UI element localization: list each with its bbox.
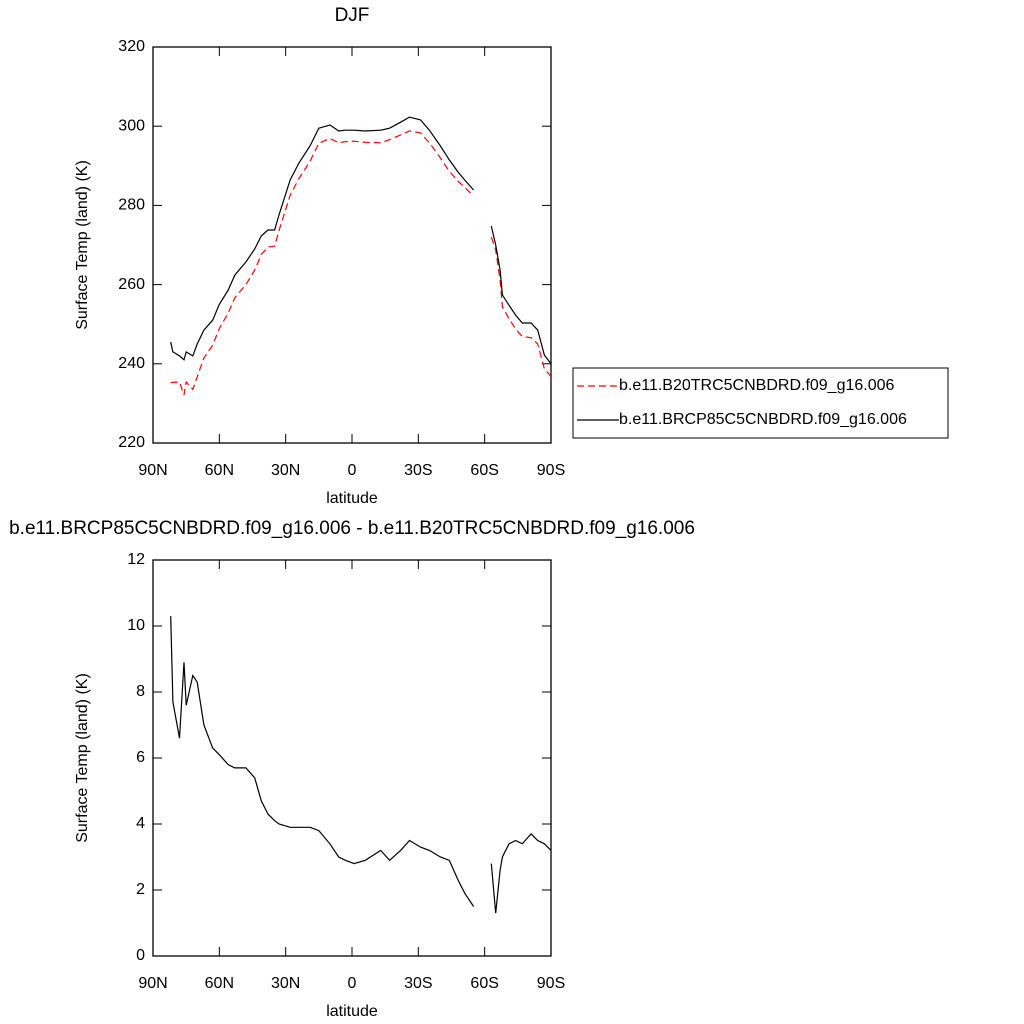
chart-title: b.e11.BRCP85C5CNBDRD.f09_g16.006 - b.e11…	[9, 518, 695, 539]
x-tick-label: 60S	[470, 975, 498, 992]
x-tick-label: 60N	[205, 462, 234, 479]
data-line	[170, 130, 552, 396]
x-tick-label: 30N	[271, 462, 300, 479]
x-tick-label: 90S	[537, 975, 565, 992]
y-tick-label: 260	[118, 276, 145, 293]
y-tick-label: 300	[118, 117, 145, 134]
legend-label: b.e11.B20TRC5CNBDRD.f09_g16.006	[619, 377, 895, 394]
legend-box	[572, 367, 949, 439]
x-tick-label: 30N	[271, 975, 300, 992]
y-tick-label: 4	[136, 815, 145, 832]
y-axis-label: Surface Temp (land) (K)	[74, 160, 91, 330]
y-tick-label: 220	[118, 434, 145, 451]
y-tick-label: 320	[118, 38, 145, 55]
y-tick-label: 10	[127, 617, 145, 634]
y-tick-label: 280	[118, 197, 145, 214]
x-tick-label: 30S	[404, 462, 432, 479]
x-tick-label: 30S	[404, 975, 432, 992]
legend-label: b.e11.BRCP85C5CNBDRD.f09_g16.006	[619, 411, 907, 428]
chart-title: DJF	[335, 5, 370, 26]
x-tick-label: 90N	[138, 975, 167, 992]
x-tick-label: 90N	[138, 462, 167, 479]
y-tick-label: 12	[127, 551, 145, 568]
plot-frame	[152, 46, 552, 444]
y-axis-label: Surface Temp (land) (K)	[74, 673, 91, 843]
x-axis-label: latitude	[326, 1003, 378, 1020]
x-tick-label: 90S	[537, 462, 565, 479]
data-line	[170, 616, 552, 914]
x-tick-label: 60S	[470, 462, 498, 479]
data-line	[170, 116, 552, 365]
y-tick-label: 2	[136, 881, 145, 898]
y-tick-label: 6	[136, 749, 145, 766]
y-tick-label: 240	[118, 355, 145, 372]
y-tick-label: 0	[136, 947, 145, 964]
plot-frame	[152, 559, 552, 957]
x-tick-label: 60N	[205, 975, 234, 992]
x-axis-label: latitude	[326, 490, 378, 507]
x-tick-label: 0	[348, 462, 357, 479]
x-tick-label: 0	[348, 975, 357, 992]
y-tick-label: 8	[136, 683, 145, 700]
